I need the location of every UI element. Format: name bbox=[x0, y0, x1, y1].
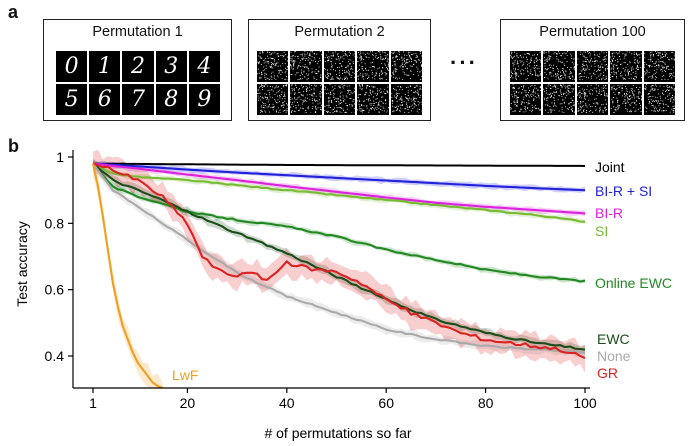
noise-tile bbox=[643, 51, 675, 82]
y-tick-label: 0.8 bbox=[45, 215, 65, 231]
y-tick-label: 0.4 bbox=[45, 348, 65, 364]
x-tick-label: 60 bbox=[378, 395, 394, 411]
noise-tile bbox=[610, 51, 642, 82]
panel-a-letter: a bbox=[8, 2, 19, 22]
confidence-band bbox=[93, 159, 585, 358]
noise-tile bbox=[290, 84, 322, 115]
digit-glyph: 1 bbox=[97, 53, 112, 79]
permutation-100-box: Permutation 100 bbox=[500, 19, 685, 121]
series-label: LwF bbox=[172, 367, 198, 383]
digit-cell: 2 bbox=[122, 51, 154, 82]
digit-cell: 7 bbox=[122, 84, 154, 115]
ellipsis: ··· bbox=[450, 50, 478, 75]
y-tick-label: 0.6 bbox=[45, 282, 65, 298]
series-label: Joint bbox=[595, 159, 625, 175]
digit-glyph: 0 bbox=[64, 53, 79, 79]
y-tick-label: 1 bbox=[56, 149, 64, 165]
x-tick-label: 20 bbox=[180, 395, 196, 411]
permutation-100-title: Permutation 100 bbox=[539, 24, 646, 40]
x-tick-label: 80 bbox=[478, 395, 494, 411]
digit-cell: 9 bbox=[188, 84, 220, 115]
permuted-image-grid bbox=[257, 51, 422, 115]
digit-cell: 3 bbox=[155, 51, 187, 82]
x-tick-label: 100 bbox=[573, 395, 597, 411]
x-tick-label: 1 bbox=[89, 395, 97, 411]
noise-tile bbox=[510, 51, 542, 82]
noise-tile bbox=[257, 84, 289, 115]
digit-glyph: 3 bbox=[164, 53, 179, 79]
noise-tile bbox=[323, 51, 356, 82]
series-label: Online EWC bbox=[595, 275, 672, 291]
confidence-bands bbox=[93, 149, 585, 388]
series-line-bi-r bbox=[92, 162, 586, 215]
permutation-2-title: Permutation 2 bbox=[294, 24, 385, 40]
series-label: None bbox=[597, 348, 631, 364]
digit-glyph: 6 bbox=[97, 86, 112, 112]
digit-glyph: 4 bbox=[197, 53, 212, 79]
series-line-bi-r-si bbox=[92, 162, 586, 192]
confidence-band bbox=[93, 149, 585, 373]
noise-tile bbox=[610, 84, 642, 115]
confidence-band bbox=[93, 160, 585, 217]
series-lines bbox=[91, 162, 586, 389]
digit-cell: 8 bbox=[155, 84, 187, 115]
series-line-ewc bbox=[92, 162, 586, 351]
digit-cell: 6 bbox=[89, 84, 121, 115]
series-label: BI-R + SI bbox=[595, 183, 652, 199]
series-label: EWC bbox=[597, 331, 630, 347]
noise-tile bbox=[390, 84, 422, 115]
digit-cell: 0 bbox=[56, 51, 88, 82]
noise-tile bbox=[257, 51, 289, 82]
axes: 1 20 40 60 80 100 0.4 0.6 0.8 1 bbox=[45, 149, 597, 411]
digit-glyph: 8 bbox=[164, 86, 179, 112]
noise-tile bbox=[323, 84, 356, 115]
noise-tile bbox=[576, 51, 609, 82]
digit-glyph: 2 bbox=[130, 53, 145, 79]
digit-glyph: 7 bbox=[130, 86, 145, 112]
noise-tile bbox=[576, 84, 609, 115]
noise-tile bbox=[543, 84, 575, 115]
noise-tile bbox=[643, 84, 675, 115]
series-line-si bbox=[92, 162, 586, 223]
permutation-2-box: Permutation 2 bbox=[248, 19, 431, 121]
noise-tile bbox=[290, 51, 322, 82]
x-axis-label: # of permutations so far bbox=[264, 425, 411, 441]
series-line-none bbox=[92, 162, 586, 355]
series-line-gr bbox=[92, 162, 586, 360]
panel-b-letter: b bbox=[8, 136, 19, 156]
series-label: GR bbox=[597, 365, 618, 381]
digit-cell: 4 bbox=[188, 51, 220, 82]
digit-cell: 1 bbox=[89, 51, 121, 82]
noise-tile bbox=[390, 51, 422, 82]
y-axis-label: Test accuracy bbox=[14, 221, 30, 307]
digit-cell: 5 bbox=[56, 84, 88, 115]
digit-glyph: 5 bbox=[64, 86, 79, 112]
series-line-online-ewc bbox=[92, 162, 586, 283]
noise-tile bbox=[357, 84, 389, 115]
noise-tile bbox=[510, 84, 542, 115]
series-line-lwf bbox=[91, 163, 164, 389]
x-tick-label: 40 bbox=[279, 395, 295, 411]
series-line-joint bbox=[92, 162, 586, 167]
permuted-image-grid bbox=[510, 51, 675, 115]
digit-glyph: 9 bbox=[197, 86, 212, 112]
series-label: BI-R bbox=[595, 205, 623, 221]
noise-tile bbox=[357, 51, 389, 82]
noise-tile bbox=[543, 51, 575, 82]
series-label: SI bbox=[595, 223, 608, 239]
permutation-1-title: Permutation 1 bbox=[92, 24, 183, 40]
